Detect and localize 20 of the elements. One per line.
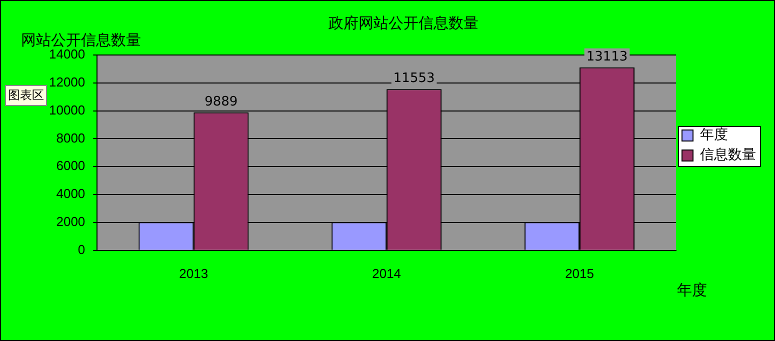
y-tick-label: 8000 bbox=[56, 130, 86, 146]
data-label: 13113 bbox=[586, 49, 628, 64]
y-tick-label: 0 bbox=[78, 242, 86, 257]
text: 图表区 bbox=[5, 85, 47, 106]
x-tick-label: 2013 bbox=[179, 266, 208, 281]
y-tick-label: 6000 bbox=[56, 158, 86, 174]
legend-label: 年度 bbox=[700, 127, 728, 144]
x-tick-label: 2014 bbox=[372, 266, 402, 281]
x-axis-title: 年度 bbox=[677, 281, 707, 300]
y-tick-label: 14000 bbox=[48, 46, 86, 62]
y-tick-label: 4000 bbox=[56, 186, 86, 202]
data-label: 11553 bbox=[393, 71, 435, 86]
y-tick-label: 12000 bbox=[48, 74, 86, 90]
y-axis-title: 网站公开信息数量 bbox=[21, 31, 141, 49]
y-tick-label: 10000 bbox=[48, 102, 86, 118]
chart-title: 政府网站公开信息数量 bbox=[328, 14, 478, 32]
x-tick-label: 2015 bbox=[565, 266, 594, 281]
legend-label: 信息数量 bbox=[700, 147, 756, 164]
y-tick-label: 2000 bbox=[56, 214, 86, 230]
data-label: 9889 bbox=[204, 94, 238, 110]
